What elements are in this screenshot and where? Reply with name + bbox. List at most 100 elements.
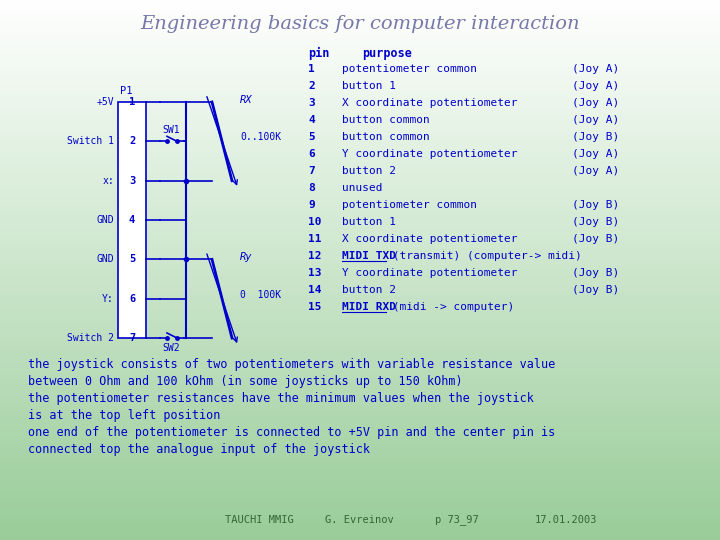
Bar <box>0 312 720 319</box>
Text: (Joy B): (Joy B) <box>572 200 619 210</box>
Bar <box>0 118 720 124</box>
Text: the potentiometer resistances have the minimum values when the joystick: the potentiometer resistances have the m… <box>28 392 534 405</box>
Text: 4: 4 <box>308 115 315 125</box>
Text: 12: 12 <box>308 251 322 261</box>
Text: Switch 1: Switch 1 <box>67 136 114 146</box>
Bar <box>0 150 720 157</box>
Text: SW1: SW1 <box>162 125 179 136</box>
Text: is at the top left position: is at the top left position <box>28 409 220 422</box>
Text: p 73_97: p 73_97 <box>435 514 479 525</box>
Bar <box>0 69 720 76</box>
Text: GND: GND <box>96 254 114 265</box>
Bar <box>0 123 720 130</box>
Bar <box>0 431 720 437</box>
Bar <box>0 58 720 65</box>
Bar <box>0 161 720 167</box>
Text: (Joy B): (Joy B) <box>572 268 619 278</box>
Text: X coordinate potentiometer: X coordinate potentiometer <box>342 98 518 108</box>
Bar <box>0 210 720 216</box>
Text: 14: 14 <box>308 285 322 295</box>
Bar <box>0 523 720 529</box>
Bar <box>0 0 720 5</box>
Bar <box>0 31 720 38</box>
Text: 1: 1 <box>129 97 135 107</box>
Text: 3: 3 <box>308 98 315 108</box>
Text: between 0 Ohm and 100 kOhm (in some joysticks up to 150 kOhm): between 0 Ohm and 100 kOhm (in some joys… <box>28 375 463 388</box>
Text: RX: RX <box>240 95 253 105</box>
Bar <box>0 231 720 238</box>
Bar <box>0 10 720 16</box>
Text: (Joy A): (Joy A) <box>572 81 619 91</box>
Text: MIDI TXD: MIDI TXD <box>342 251 396 261</box>
Bar <box>0 156 720 162</box>
Bar <box>0 318 720 324</box>
Text: (Joy B): (Joy B) <box>572 234 619 244</box>
Text: one end of the potentiometer is connected to +5V pin and the center pin is: one end of the potentiometer is connecte… <box>28 426 555 439</box>
Text: potentiometer common: potentiometer common <box>342 64 477 74</box>
Bar <box>0 15 720 22</box>
Bar <box>0 199 720 205</box>
Text: 0..100K: 0..100K <box>240 132 281 143</box>
Bar <box>0 42 720 49</box>
Text: 6: 6 <box>308 149 315 159</box>
Bar <box>0 339 720 346</box>
Bar <box>0 280 720 286</box>
Bar <box>0 48 720 54</box>
Bar <box>0 204 720 211</box>
Bar <box>0 501 720 508</box>
Text: 17.01.2003: 17.01.2003 <box>535 515 598 525</box>
Bar <box>0 426 720 432</box>
Text: 13: 13 <box>308 268 322 278</box>
Text: G. Evreinov: G. Evreinov <box>325 515 394 525</box>
Bar <box>0 183 720 189</box>
Bar <box>0 534 720 540</box>
Bar <box>0 220 720 227</box>
Bar <box>118 102 146 338</box>
Bar <box>0 296 720 302</box>
Bar <box>0 393 720 400</box>
Text: Ry: Ry <box>240 252 253 262</box>
Bar <box>0 226 720 232</box>
Bar <box>0 21 720 27</box>
Text: TAUCHI MMIG: TAUCHI MMIG <box>225 515 294 525</box>
Text: Y:: Y: <box>102 294 114 303</box>
Text: (Joy A): (Joy A) <box>572 149 619 159</box>
Bar <box>0 334 720 340</box>
Bar <box>0 458 720 464</box>
Bar <box>0 420 720 427</box>
Bar <box>0 37 720 43</box>
Bar <box>0 474 720 481</box>
Text: Y coordinate potentiometer: Y coordinate potentiometer <box>342 268 518 278</box>
Bar <box>0 264 720 270</box>
Bar <box>0 399 720 405</box>
Text: GND: GND <box>96 215 114 225</box>
Text: purpose: purpose <box>362 47 412 60</box>
Text: button 1: button 1 <box>342 217 396 227</box>
Bar <box>0 269 720 275</box>
Bar <box>0 188 720 194</box>
Bar <box>0 253 720 259</box>
Text: 4: 4 <box>129 215 135 225</box>
Bar <box>0 91 720 97</box>
Bar <box>0 285 720 292</box>
Bar <box>0 177 720 184</box>
Text: (midi -> computer): (midi -> computer) <box>386 302 514 312</box>
Bar <box>0 436 720 443</box>
Bar <box>0 85 720 92</box>
Bar <box>0 345 720 351</box>
Bar <box>0 447 720 454</box>
Bar <box>0 485 720 491</box>
Text: 7: 7 <box>129 333 135 343</box>
Text: connected top the analogue input of the joystick: connected top the analogue input of the … <box>28 443 370 456</box>
Bar <box>0 463 720 470</box>
Bar <box>0 490 720 497</box>
Text: 7: 7 <box>308 166 315 176</box>
Bar <box>0 291 720 297</box>
Bar <box>0 215 720 221</box>
Text: 2: 2 <box>129 136 135 146</box>
Bar <box>0 53 720 59</box>
Bar <box>0 453 720 459</box>
Bar <box>0 372 720 378</box>
Bar <box>0 404 720 410</box>
Text: +5V: +5V <box>96 97 114 107</box>
